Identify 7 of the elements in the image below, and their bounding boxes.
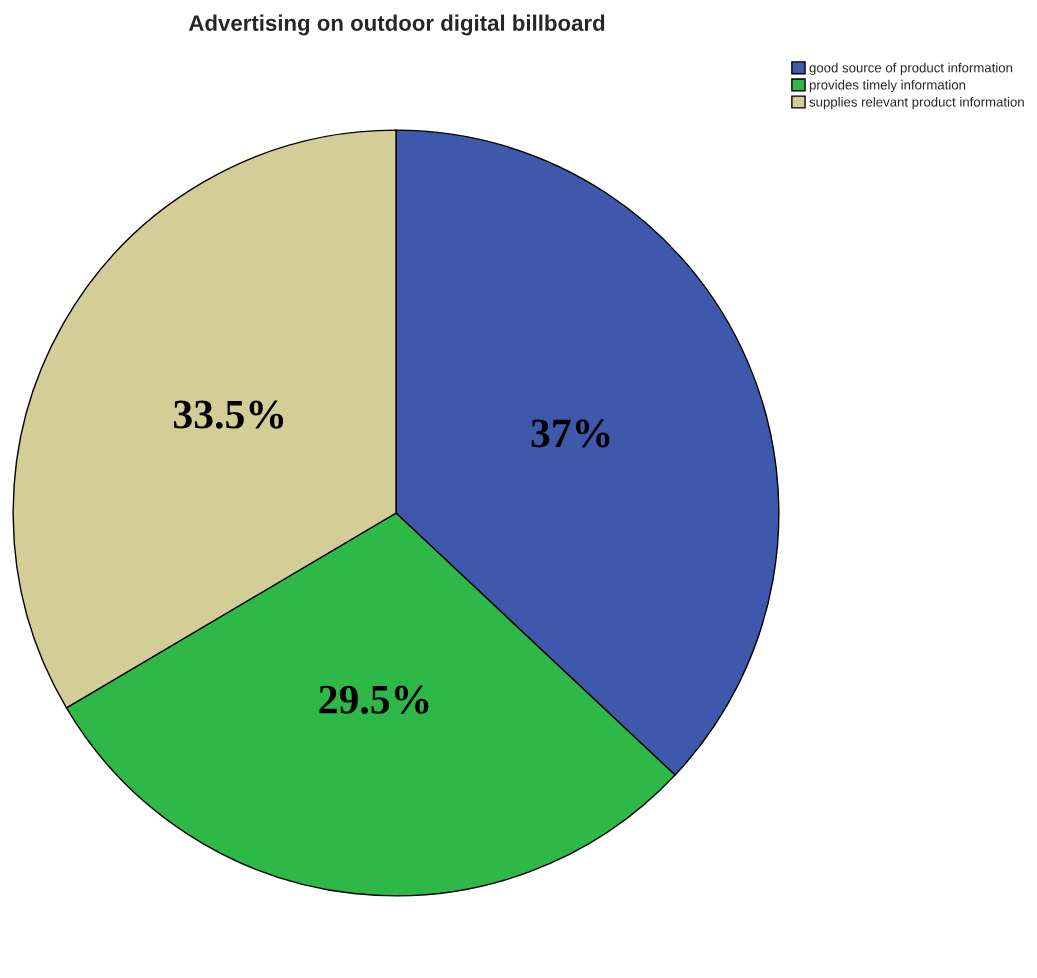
legend-label: provides timely information — [809, 79, 966, 93]
data-label: 29.5% — [319, 685, 429, 714]
data-label: 33.5% — [174, 400, 284, 429]
legend-label: supplies relevant product information — [809, 96, 1024, 110]
data-label: 37% — [531, 419, 610, 448]
chart-title: Advertising on outdoor digital billboard — [188, 14, 605, 36]
legend-label: good source of product information — [809, 62, 1013, 76]
